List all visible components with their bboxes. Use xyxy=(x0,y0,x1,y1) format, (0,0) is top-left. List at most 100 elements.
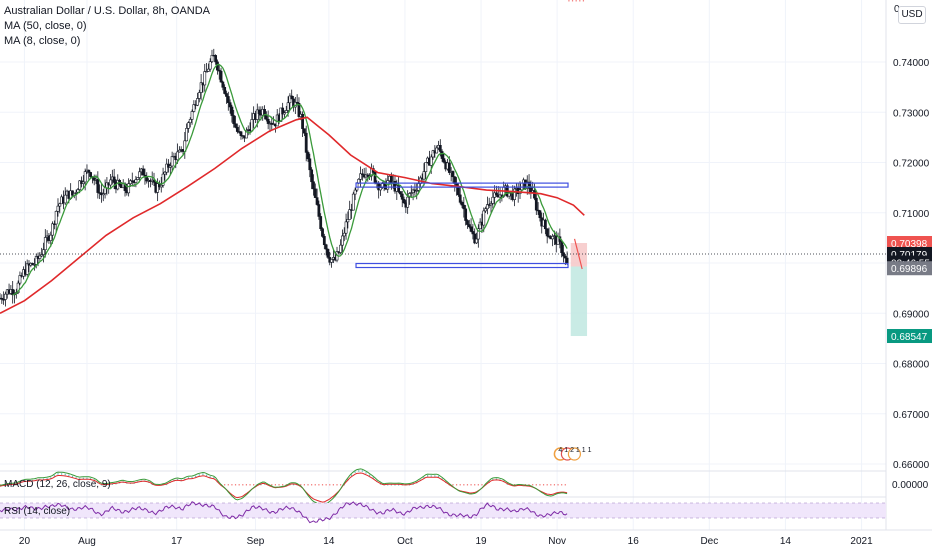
macd-histogram-bar xyxy=(463,484,465,486)
candle-up xyxy=(18,275,22,284)
ma50-line xyxy=(0,116,585,315)
macd-histogram-bar xyxy=(89,478,92,480)
x-tick-label: 19 xyxy=(475,536,487,547)
candle-up xyxy=(168,165,172,168)
candle-up xyxy=(408,193,411,198)
candle-up xyxy=(520,182,524,191)
macd-histogram-bar xyxy=(318,484,320,486)
rsi-label[interactable]: RSI (14, close) xyxy=(4,506,71,517)
event-icon xyxy=(567,447,582,461)
candle-up xyxy=(330,259,333,263)
candle-down xyxy=(547,235,551,238)
macd-histogram-bar xyxy=(542,484,545,486)
legend-ma50[interactable]: MA (50, close, 0) xyxy=(4,20,87,32)
macd-histogram-bar xyxy=(68,474,70,477)
candle-down xyxy=(545,228,549,237)
candle-down xyxy=(281,107,285,115)
macd-histogram-bar xyxy=(575,0,577,2)
candle-down xyxy=(235,127,239,132)
candle-up xyxy=(379,187,382,191)
x-tick-label: 2021 xyxy=(850,536,873,547)
macd-histogram-bar xyxy=(528,484,530,486)
candle-up xyxy=(476,228,480,240)
macd-line xyxy=(0,468,568,506)
macd-histogram-bar xyxy=(568,0,570,2)
macd-histogram-bar xyxy=(321,484,324,486)
candle-up xyxy=(161,173,165,186)
candle-up xyxy=(341,235,344,246)
candle-down xyxy=(308,158,312,171)
candle-down xyxy=(223,86,227,94)
candle-down xyxy=(457,187,460,196)
candle-up xyxy=(342,232,346,237)
macd-histogram-bar xyxy=(564,484,566,486)
candle-down xyxy=(141,168,145,176)
x-tick-label: Sep xyxy=(247,536,265,547)
macd-histogram-bar xyxy=(477,484,479,486)
candle-up xyxy=(78,180,82,190)
macd-histogram-bar xyxy=(550,484,552,486)
macd-histogram-bar xyxy=(557,484,559,486)
macd-histogram-bar xyxy=(474,484,476,486)
candle-up xyxy=(491,196,495,204)
macd-histogram-bar xyxy=(539,484,541,486)
candle-down xyxy=(471,231,475,235)
candle-down xyxy=(462,204,466,210)
candle-down xyxy=(565,257,569,265)
candle-down xyxy=(467,224,471,228)
macd-histogram-bar xyxy=(434,475,436,477)
macd-histogram-bar xyxy=(553,484,556,486)
candle-up xyxy=(74,192,78,194)
macd-histogram-bar xyxy=(0,484,1,486)
legend-ma8[interactable]: MA (8, close, 0) xyxy=(4,35,81,47)
candle-up xyxy=(54,211,58,225)
y-tick-label: 0.73000 xyxy=(893,108,930,119)
macd-label[interactable]: MACD (12, 26, close, 9) xyxy=(4,479,111,490)
x-tick-label: 16 xyxy=(628,536,640,547)
candle-up xyxy=(346,219,350,223)
candle-up xyxy=(482,210,486,226)
candle-up xyxy=(475,238,478,244)
macd-histogram-bar xyxy=(202,473,204,475)
candle-down xyxy=(538,210,542,219)
candle-up xyxy=(190,111,194,120)
rsi-band xyxy=(0,503,886,518)
candle-down xyxy=(464,208,468,221)
projection-arrow xyxy=(573,238,583,270)
price-tag: 0.69896 xyxy=(887,261,932,276)
macd-histogram-bar xyxy=(426,475,429,477)
candle-down xyxy=(87,169,91,173)
candle-down xyxy=(230,106,234,116)
candle-up xyxy=(159,184,163,188)
macd-histogram-bar xyxy=(571,0,574,2)
macd-histogram-bar xyxy=(79,478,81,480)
candle-up xyxy=(409,192,413,194)
candle-down xyxy=(234,123,237,128)
y-tick-label: 0.69000 xyxy=(893,309,930,320)
candle-down xyxy=(400,193,404,200)
candle-up xyxy=(283,112,286,115)
currency-button[interactable]: USD xyxy=(898,6,926,24)
candle-down xyxy=(130,180,134,182)
candle-up xyxy=(406,196,410,208)
candle-down xyxy=(217,69,221,72)
macd-histogram-bar xyxy=(50,477,52,479)
candle-down xyxy=(295,101,299,104)
price-tag-text: 0.70179 xyxy=(891,250,928,261)
candle-down xyxy=(360,173,364,175)
x-tick-label: Dec xyxy=(700,536,718,547)
macd-histogram-bar xyxy=(191,476,193,479)
macd-histogram-bar xyxy=(361,470,363,472)
candle-up xyxy=(478,221,482,230)
candle-up xyxy=(109,179,112,186)
candle-up xyxy=(339,244,343,253)
candle-down xyxy=(232,115,236,125)
candle-up xyxy=(58,203,62,207)
macd-histogram-bar xyxy=(455,484,458,486)
candle-up xyxy=(489,203,493,206)
macd-histogram-bar xyxy=(274,484,277,486)
candle-down xyxy=(543,219,547,230)
candle-up xyxy=(63,194,67,204)
candle-up xyxy=(40,254,44,257)
